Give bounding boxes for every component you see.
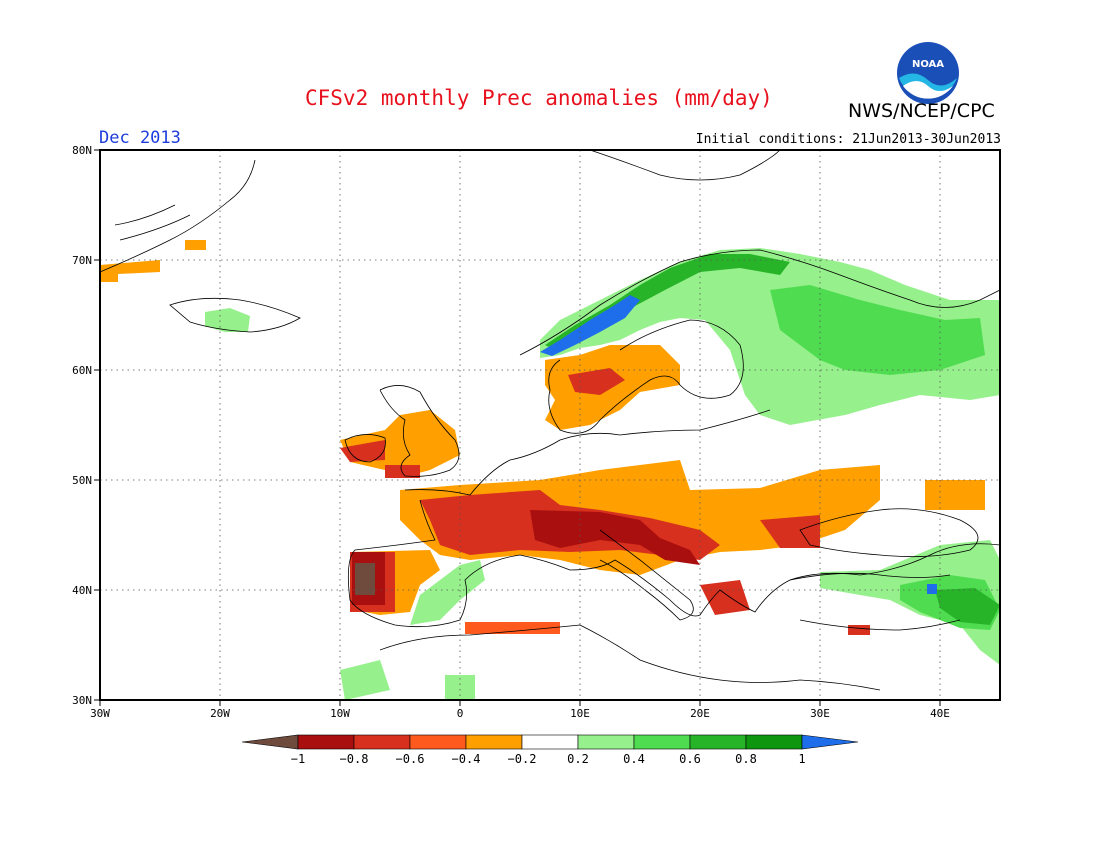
- anomaly-region-positive: [205, 308, 250, 332]
- anomaly-region-strong-negative: [568, 368, 625, 395]
- lon-label: 0: [457, 707, 464, 720]
- anomaly-region-negative: [100, 260, 160, 282]
- coastline-turkey: [789, 572, 961, 631]
- lat-label: 70N: [72, 254, 92, 267]
- colorbar-swatch: [689, 734, 747, 750]
- lon-label: 20W: [210, 707, 230, 720]
- coastlines: [99, 149, 1001, 691]
- initial-conditions: Initial conditions: 21Jun2013-30Jun2013: [695, 132, 1001, 147]
- agency-label: NWS/NCEP/CPC: [848, 100, 995, 122]
- colorbar-swatch: [633, 734, 691, 750]
- forecast-month: Dec 2013: [99, 128, 181, 148]
- lat-label: 40N: [72, 584, 92, 597]
- anomaly-region-strong-negative: [760, 515, 820, 548]
- graticule: [100, 150, 1000, 700]
- colorbar-swatch: [241, 734, 299, 750]
- anomaly-shading: [100, 240, 1000, 700]
- colorbar-swatch: [745, 734, 803, 750]
- lon-label: 20E: [690, 707, 710, 720]
- anomaly-region-negative: [925, 480, 985, 510]
- coastline-black-sea: [799, 508, 979, 558]
- lon-label: 30W: [90, 707, 110, 720]
- anomaly-region-strong-positive: [927, 584, 937, 594]
- coastline-italy: [599, 529, 694, 621]
- colorbar-label: −0.6: [396, 752, 425, 766]
- colorbar-label: 0.8: [735, 752, 757, 766]
- anomaly-region-negative: [185, 240, 206, 250]
- anomaly-region-strong-negative: [385, 465, 420, 478]
- lat-label: 60N: [72, 364, 92, 377]
- coastline-western-europe: [347, 409, 1001, 628]
- anomaly-region-strong-positive: [540, 295, 640, 356]
- anomaly-region-strong-negative: [700, 580, 750, 615]
- lat-label: 30N: [72, 694, 92, 707]
- colorbar-swatch: [409, 734, 467, 750]
- lon-label: 30E: [810, 707, 830, 720]
- anomaly-region-strong-negative: [465, 622, 560, 634]
- anomaly-region-negative: [340, 410, 460, 478]
- coastline-greenland: [99, 159, 256, 273]
- colorbar-swatch: [801, 734, 859, 750]
- lon-label: 10E: [570, 707, 590, 720]
- colorbar-swatch: [465, 734, 523, 750]
- colorbar-label: 0.2: [567, 752, 589, 766]
- chart-title: CFSv2 monthly Prec anomalies (mm/day): [305, 86, 773, 110]
- map-frame: [99, 149, 1001, 701]
- anomaly-region-positive: [935, 588, 1000, 625]
- colorbar-label: −1: [291, 752, 305, 766]
- coastline-svalbard: [589, 149, 781, 181]
- lat-label: 80N: [72, 144, 92, 157]
- anomaly-region-positive: [340, 660, 390, 700]
- colorbar-swatch: [577, 734, 635, 750]
- anomaly-region-positive: [445, 675, 475, 700]
- anomaly-region-strong-negative: [848, 625, 870, 635]
- lon-label: 10W: [330, 707, 350, 720]
- coastline-iceland: [169, 297, 301, 333]
- noaa-logo-text: NOAA: [912, 59, 944, 70]
- anomaly-region-extreme-negative: [355, 563, 375, 595]
- colorbar: [241, 734, 859, 750]
- anomaly-region-strong-negative: [340, 440, 385, 462]
- colorbar-label: 0.4: [623, 752, 645, 766]
- coastline-british-isles: [344, 385, 460, 477]
- anomaly-region-very-strong-negative: [530, 510, 700, 565]
- lon-label: 40E: [930, 707, 950, 720]
- colorbar-swatch: [521, 734, 579, 750]
- colorbar-label: 1: [798, 752, 805, 766]
- anomaly-region-positive: [410, 560, 485, 625]
- anomaly-region-positive: [770, 285, 985, 375]
- lat-label: 50N: [72, 474, 92, 487]
- coastline-north-africa: [379, 624, 881, 691]
- colorbar-label: 0.6: [679, 752, 701, 766]
- colorbar-swatch: [297, 734, 355, 750]
- colorbar-label: −0.2: [508, 752, 537, 766]
- colorbar-label: −0.4: [452, 752, 481, 766]
- colorbar-label: −0.8: [340, 752, 369, 766]
- coastline-scandinavia: [519, 249, 1001, 434]
- colorbar-swatch: [353, 734, 411, 750]
- noaa-logo: NOAA: [895, 40, 961, 110]
- axis-ticks: [94, 149, 941, 706]
